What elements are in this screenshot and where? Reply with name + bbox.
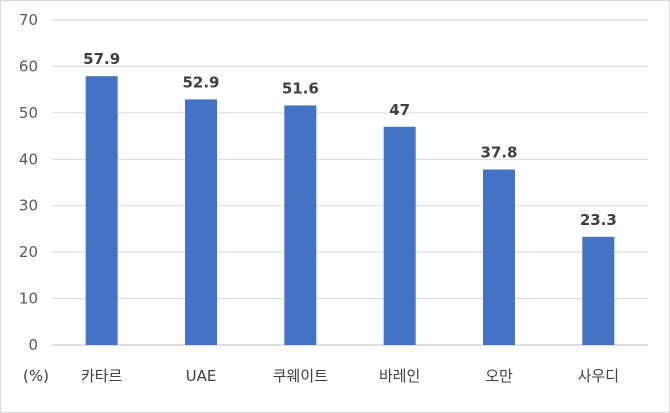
y-tick-label: 10 [19,290,38,308]
bars [85,76,615,346]
x-tick-label: 카타르 [81,367,123,385]
x-tick-label: 쿠웨이트 [273,367,328,385]
y-tick-label: 30 [19,197,38,215]
y-axis: 0 10 20 30 40 50 60 70 [19,11,38,354]
bar [483,169,515,345]
y-tick-label: 60 [19,57,38,75]
y-tick-label: 40 [19,150,38,168]
data-label: 57.9 [83,50,120,68]
x-tick-label: 사우디 [578,367,619,385]
y-tick-label: 50 [19,104,38,122]
data-label: 51.6 [282,79,319,97]
y-tick-label: 70 [19,11,38,29]
bar [85,76,118,345]
bar [185,99,217,346]
data-label: 37.8 [480,144,517,162]
x-tick-label: UAE [186,367,217,385]
x-tick-label: 오만 [485,367,513,385]
data-labels: 57.9 52.9 51.6 47 37.8 23.3 [83,50,617,229]
bar [284,105,317,345]
x-axis: 카타르 UAE 쿠웨이트 바레인 오만 사우디 [81,367,619,385]
y-axis-unit: (%) [23,367,49,385]
y-tick-label: 20 [19,243,38,261]
y-tick-label: 0 [28,336,38,354]
data-label: 47 [389,101,410,119]
bar [383,126,416,346]
data-label: 23.3 [580,211,617,229]
data-label: 52.9 [182,73,219,91]
x-tick-label: 바레인 [379,367,420,385]
gridlines [52,19,648,346]
bar [582,236,615,345]
